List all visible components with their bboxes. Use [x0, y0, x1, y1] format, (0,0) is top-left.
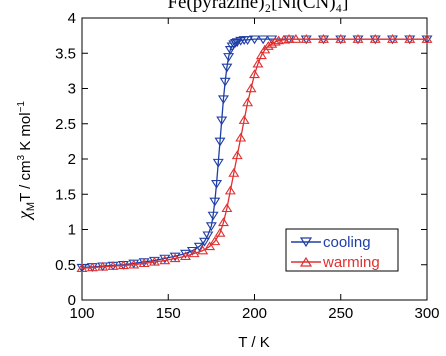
data-point-cooling [198, 237, 210, 247]
data-point-warming [252, 58, 264, 68]
series-line-warming [81, 38, 427, 269]
chart-title: Fe(pyrazine)₂[Ni(CN)₄] [167, 0, 348, 13]
data-point-warming [238, 115, 250, 124]
y-axis-ticks: 0 0.5 1 1.5 2 2.5 3 3.5 4 [55, 10, 427, 309]
y-tick-label: 2 [68, 151, 76, 168]
y-tick-label: 1.5 [55, 186, 76, 203]
data-point-warming [148, 256, 160, 266]
data-point-cooling [242, 36, 254, 45]
data-point-warming [262, 41, 274, 50]
data-point-warming [97, 261, 109, 271]
data-point-warming [249, 69, 260, 79]
x-tick-label: 200 [242, 305, 267, 322]
data-point-warming [242, 97, 254, 107]
data-point-cooling [212, 158, 224, 168]
data-point-warming [128, 259, 140, 269]
legend-box [285, 228, 399, 272]
data-point-warming [404, 34, 416, 43]
legend-label-warming: warming [322, 254, 380, 271]
y-tick-label: 0 [68, 292, 76, 309]
series-layer [76, 34, 433, 273]
data-point-cooling [207, 211, 219, 221]
data-point-cooling [217, 95, 229, 105]
x-tick-label: 250 [328, 305, 353, 322]
x-tick-label: 150 [156, 305, 181, 322]
data-point-warming [159, 255, 171, 265]
data-point-cooling [202, 231, 214, 241]
data-point-warming [107, 261, 119, 270]
y-axis-label-mid: K mol [17, 112, 34, 155]
data-point-cooling [205, 222, 217, 232]
data-point-warming [188, 248, 200, 258]
data-point-cooling [219, 77, 231, 87]
y-tick-label: 3 [68, 81, 76, 98]
x-tick-label: 100 [69, 305, 94, 322]
legend: cooling warming [285, 228, 399, 272]
y-axis-label-sup2: −1 [16, 101, 27, 113]
data-point-cooling [180, 249, 191, 259]
y-axis-label-sub: M [25, 202, 37, 211]
data-point-cooling [193, 242, 205, 252]
data-point-warming [76, 263, 88, 272]
data-point-cooling [169, 252, 181, 262]
data-point-warming [204, 241, 216, 251]
data-point-cooling [159, 254, 171, 264]
data-point-warming [217, 217, 229, 227]
data-point-warming [224, 185, 236, 195]
y-axis-label-rest: T / cm [17, 161, 34, 202]
data-point-warming [180, 251, 191, 260]
y-tick-label: 2.5 [55, 116, 76, 133]
data-point-warming [387, 34, 398, 43]
data-point-warming [335, 34, 347, 43]
data-point-warming [369, 34, 381, 43]
y-tick-label: 4 [68, 10, 76, 27]
data-point-cooling [221, 63, 233, 73]
data-point-cooling [216, 116, 228, 126]
data-point-warming [169, 253, 181, 263]
x-axis-label: T / K [238, 334, 269, 351]
y-tick-label: 1 [68, 222, 76, 239]
legend-marker-cooling [299, 237, 313, 248]
data-point-cooling [214, 137, 226, 147]
data-point-warming [255, 50, 267, 60]
y-axis-label: χMT / cm3 K mol−1 [14, 101, 37, 221]
data-point-cooling [257, 35, 269, 45]
data-point-warming [138, 258, 150, 268]
legend-marker-warming [299, 256, 313, 267]
x-tick-label: 300 [414, 305, 439, 322]
y-axis-label-sup1: 3 [16, 155, 27, 161]
data-point-cooling [209, 197, 221, 207]
data-point-warming [245, 83, 257, 93]
data-point-warming [228, 168, 240, 177]
data-point-warming [290, 34, 302, 43]
data-point-warming [209, 236, 221, 246]
data-point-warming [197, 245, 209, 255]
legend-label-cooling: cooling [323, 234, 371, 251]
data-point-warming [235, 132, 247, 142]
data-point-warming [231, 150, 243, 160]
y-axis-label-chi: χ [14, 210, 34, 221]
y-tick-label: 3.5 [55, 45, 76, 62]
data-point-warming [214, 227, 226, 237]
data-point-warming [117, 260, 129, 270]
data-point-cooling [211, 179, 223, 189]
data-point-warming [269, 36, 281, 46]
data-point-warming [421, 34, 433, 43]
data-point-warming [283, 34, 295, 43]
data-point-warming [352, 34, 364, 43]
x-axis-ticks: 100 150 200 250 300 [69, 18, 440, 322]
y-tick-label: 0.5 [55, 257, 76, 274]
data-point-warming [221, 203, 233, 213]
data-point-cooling [249, 35, 260, 45]
data-point-warming [300, 34, 312, 43]
data-point-cooling [223, 53, 235, 62]
data-point-warming [318, 34, 329, 43]
data-point-warming [86, 262, 98, 272]
data-point-cooling [230, 38, 242, 48]
